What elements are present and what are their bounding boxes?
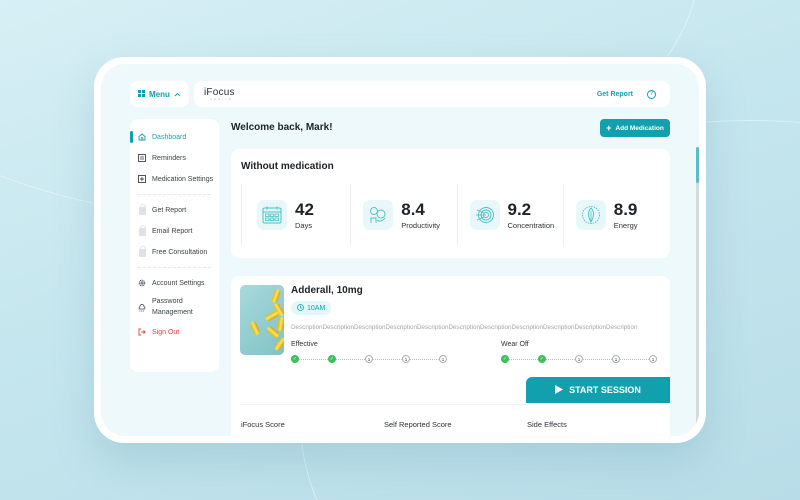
stat-value: 8.4 [401,199,425,219]
sidebar-item-label: Get Report [152,206,187,214]
check-icon: ✓ [328,355,336,363]
menu-button[interactable]: Menu [130,81,189,107]
reminders-icon [138,154,146,162]
stats-title: Without medication [241,161,334,172]
leaf-icon [575,200,606,230]
logo-subtext: health [210,96,234,101]
stat-value: 9.2 [507,199,532,219]
medication-image [240,285,284,355]
add-medication-label: Add Medication [615,124,664,132]
step-marker: 1 [439,355,447,363]
get-report-link[interactable]: Get Report [596,90,633,98]
sign-out-icon [138,328,146,336]
check-icon: ✓ [501,355,509,363]
calendar-icon [257,200,287,230]
sidebar-item-medication-settings[interactable]: Medication Settings [130,175,219,183]
step-marker: 1 [612,355,620,363]
time-value: 10AM [307,304,326,312]
start-session-button[interactable]: START SESSION [526,377,670,403]
sidebar-item-get-report[interactable]: Get Report [130,204,219,215]
sidebar-divider [138,194,211,195]
self-reported-score-label: Self Reported Score [384,420,452,429]
step-marker: 1 [575,355,583,363]
sidebar-item-account-settings[interactable]: Account Settings [130,279,219,287]
medication-name: Adderall, 10mg [291,285,363,296]
scrollbar-thumb[interactable] [696,147,699,183]
stat-label: Concentration [507,220,555,230]
effective-progress: ✓ ✓ 1 1 1 [291,355,447,363]
gear-icon [138,279,146,287]
target-icon [469,200,500,230]
sidebar-item-password-management[interactable]: Password Management [130,297,219,318]
stats-card: Without medication 42 Days 8.4 Productiv… [231,149,670,258]
top-bar: iFocus health Get Report ? [194,81,670,107]
check-icon: ✓ [538,355,546,363]
medication-card: Adderall, 10mg 10AM DescriptionDescripti… [231,276,670,436]
lock-icon [138,246,146,257]
plus-icon: + [606,122,612,133]
play-icon [555,384,564,396]
stat-energy: 8.9 Energy [562,184,669,246]
stat-label: Productivity [401,220,441,230]
card-divider [240,404,526,405]
chevron-up-icon [174,90,181,99]
stat-value: 42 [295,199,314,219]
stat-days: 42 Days [241,184,350,246]
cloud-lock-icon [138,303,146,312]
sidebar-item-label: Sign Out [152,328,180,336]
stat-label: Energy [613,220,638,230]
logo-text: iFocus [204,86,235,98]
sidebar-item-sign-out[interactable]: Sign Out [130,328,219,336]
check-icon: ✓ [291,355,299,363]
stat-productivity: 8.4 Productivity [350,184,456,246]
sidebar-item-label: Password Management [152,298,193,316]
add-medication-button[interactable]: + Add Medication [600,119,670,137]
sidebar-item-label: Reminders [152,154,186,162]
sidebar-item-email-report[interactable]: Email Report [130,225,219,236]
medication-settings-icon [138,175,146,183]
step-marker: 1 [365,355,373,363]
stat-concentration: 9.2 Concentration [456,184,563,246]
wear-off-progress: ✓ ✓ 1 1 1 [501,355,657,363]
app-screen: Menu iFocus health Get Report ? Dashboar… [101,64,699,436]
sidebar-item-label: Email Report [152,227,193,235]
start-session-label: START SESSION [569,385,641,395]
sidebar-item-label: Free Consultation [152,248,208,256]
step-marker: 1 [649,355,657,363]
wear-off-label: Wear Off [501,341,529,348]
menu-label: Menu [149,89,170,99]
side-effects-label: Side Effects [527,420,567,429]
stat-value: 8.9 [613,199,638,219]
lock-icon [138,225,146,236]
productivity-icon [363,200,394,230]
clock-icon [297,303,304,313]
app-logo[interactable]: iFocus health [204,86,235,101]
home-icon [138,133,146,141]
sidebar-item-label: Account Settings [152,279,205,287]
welcome-heading: Welcome back, Mark! [231,122,333,133]
sidebar: Dashboard Reminders Medication Settings … [130,119,219,372]
sidebar-item-dashboard[interactable]: Dashboard [130,131,219,143]
lock-icon [138,204,146,215]
sidebar-item-label: Medication Settings [152,175,214,183]
stats-row: 42 Days 8.4 Productivity 9.2 [241,184,669,246]
stat-label: Days [295,220,313,230]
sidebar-divider [138,267,211,268]
scrollbar[interactable] [696,147,699,436]
ifocus-score-label: iFocus Score [241,420,285,429]
sidebar-item-reminders[interactable]: Reminders [130,154,219,162]
time-badge: 10AM [291,301,332,315]
sidebar-item-label: Dashboard [152,133,187,141]
sidebar-item-free-consultation[interactable]: Free Consultation [130,246,219,257]
step-marker: 1 [402,355,410,363]
effective-label: Effective [291,341,318,348]
medication-description: DescriptionDescriptionDescriptionDescrip… [291,324,638,331]
question-circle-icon[interactable]: ? [647,89,656,99]
grid-icon [138,89,146,99]
